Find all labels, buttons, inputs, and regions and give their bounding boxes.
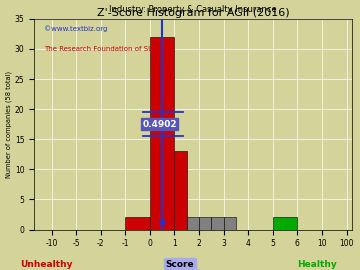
Bar bbox=[187, 217, 199, 230]
Text: Score: Score bbox=[166, 260, 194, 269]
Text: Healthy: Healthy bbox=[297, 260, 337, 269]
Text: 0.4902: 0.4902 bbox=[142, 120, 177, 129]
Bar bbox=[211, 217, 224, 230]
Bar bbox=[150, 37, 162, 230]
Text: Unhealthy: Unhealthy bbox=[21, 260, 73, 269]
Bar bbox=[199, 217, 211, 230]
Text: ©www.textbiz.org: ©www.textbiz.org bbox=[44, 25, 107, 32]
Text: The Research Foundation of SUNY: The Research Foundation of SUNY bbox=[44, 46, 163, 52]
Bar bbox=[175, 151, 187, 230]
Y-axis label: Number of companies (58 total): Number of companies (58 total) bbox=[5, 70, 12, 178]
Text: Industry: Property & Casualty Insurance: Industry: Property & Casualty Insurance bbox=[109, 5, 277, 15]
Title: Z'-Score Histogram for AGII (2016): Z'-Score Histogram for AGII (2016) bbox=[96, 8, 289, 18]
Bar bbox=[224, 217, 236, 230]
Bar bbox=[273, 217, 297, 230]
Bar bbox=[162, 37, 175, 230]
Bar bbox=[125, 217, 150, 230]
